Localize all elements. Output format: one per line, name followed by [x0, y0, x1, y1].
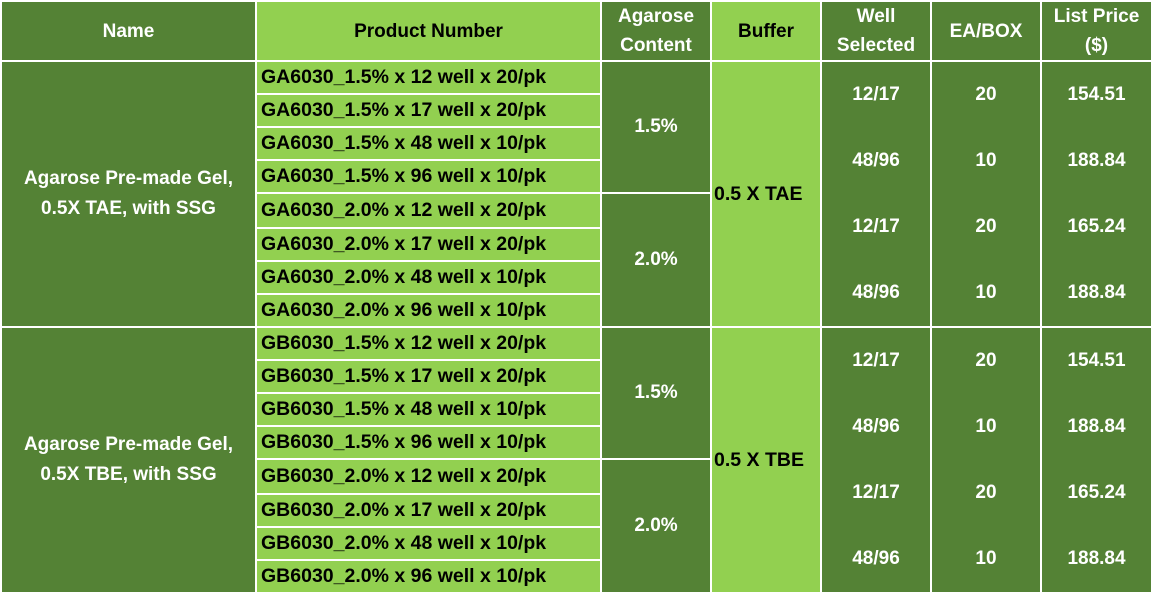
product-number-cell: GA6030_2.0% x 12 well x 20/pk — [255, 192, 602, 229]
product-number-cell: GB6030_1.5% x 96 well x 10/pk — [255, 425, 602, 460]
header-list-price: List Price ($) — [1040, 0, 1151, 62]
ea-box-cell: 20 10 20 10 — [930, 60, 1042, 328]
well-value: 12/17 — [852, 84, 900, 105]
table-row: GB6030_2.0% x 96 well x 10/pk — [1, 559, 1151, 594]
product-number-cell: GB6030_1.5% x 12 well x 20/pk — [255, 326, 602, 361]
table-row: Agarose Pre-made Gel, 0.5X TBE, with SSG… — [0, 326, 1151, 594]
price-value: 165.24 — [1067, 482, 1126, 503]
table-row: GA6030_1.5% x 17 well x 20/pk — [1, 93, 1151, 128]
product-number-cell: GB6030_1.5% x 17 well x 20/pk — [255, 359, 602, 394]
table-row: GA6030_2.0% x 96 well x 10/pk — [1, 293, 1151, 328]
header-well-line2: Selected — [836, 35, 916, 56]
header-price-line1: List Price — [1053, 6, 1140, 27]
ea-box-value: 20 — [975, 482, 997, 503]
product-name-line1: Agarose Pre-made Gel, — [23, 168, 234, 189]
well-value: 48/96 — [852, 282, 900, 303]
well-value: 12/17 — [852, 482, 900, 503]
well-value: 12/17 — [852, 216, 900, 237]
header-ea-box: EA/BOX — [930, 0, 1042, 62]
product-number-cell: GA6030_1.5% x 48 well x 10/pk — [255, 126, 602, 161]
well-value: 48/96 — [852, 150, 900, 171]
price-value: 188.84 — [1067, 548, 1126, 569]
table-row: GB6030_2.0% x 12 well x 20/pk 2.0% — [1, 458, 1151, 594]
product-number-cell: GA6030_2.0% x 96 well x 10/pk — [255, 293, 602, 328]
well-value: 48/96 — [852, 548, 900, 569]
table-row: Agarose Pre-made Gel, 0.5X TAE, with SSG… — [0, 60, 1151, 328]
ea-box-value: 10 — [975, 282, 997, 303]
table-row: GA6030_1.5% x 96 well x 10/pk — [1, 159, 1151, 194]
well-selected-cell: 12/17 48/96 12/17 48/96 — [820, 326, 932, 594]
well-selected-cell: 12/17 48/96 12/17 48/96 — [820, 60, 932, 328]
agarose-content-cell: 1.5% — [600, 326, 712, 460]
product-name-cell: Agarose Pre-made Gel, 0.5X TAE, with SSG — [0, 60, 257, 328]
agarose-content-cell: 2.0% — [600, 458, 712, 594]
table-row: GB6030_2.0% x 48 well x 10/pk — [1, 526, 1151, 561]
buffer-cell: 0.5 X TBE — [710, 326, 822, 594]
price-value: 154.51 — [1067, 84, 1126, 105]
well-value: 12/17 — [852, 350, 900, 371]
product-number-cell: GB6030_2.0% x 96 well x 10/pk — [255, 559, 602, 594]
product-number-cell: GA6030_1.5% x 96 well x 10/pk — [255, 159, 602, 194]
table-row: GA6030_2.0% x 12 well x 20/pk 2.0% — [1, 192, 1151, 328]
table-row: GA6030_2.0% x 17 well x 20/pk — [1, 227, 1151, 262]
product-number-cell: GB6030_2.0% x 48 well x 10/pk — [255, 526, 602, 561]
header-row: Name Product Number Agarose Content Buff… — [0, 0, 1151, 62]
product-number-cell: GB6030_1.5% x 48 well x 10/pk — [255, 392, 602, 427]
table-row: GB6030_1.5% x 48 well x 10/pk — [1, 392, 1151, 427]
price-value: 188.84 — [1067, 282, 1126, 303]
ea-box-value: 10 — [975, 548, 997, 569]
table-row: GB6030_1.5% x 17 well x 20/pk — [1, 359, 1151, 394]
ea-box-cell: 20 10 20 10 — [930, 326, 1042, 594]
product-name-line2: 0.5X TBE, with SSG — [40, 464, 217, 485]
price-value: 154.51 — [1067, 350, 1126, 371]
header-buffer: Buffer — [710, 0, 822, 62]
well-value: 48/96 — [852, 416, 900, 437]
agarose-content-cell: 1.5% — [600, 60, 712, 194]
header-agarose-line1: Agarose — [617, 6, 695, 27]
table-row: GB6030_2.0% x 17 well x 20/pk — [1, 493, 1151, 528]
table-row: GA6030_1.5% x 48 well x 10/pk — [1, 126, 1151, 161]
list-price-cell: 154.51 188.84 165.24 188.84 — [1040, 326, 1151, 594]
header-well-selected: Well Selected — [820, 0, 932, 62]
product-number-cell: GB6030_2.0% x 17 well x 20/pk — [255, 493, 602, 528]
buffer-cell: 0.5 X TAE — [710, 60, 822, 328]
header-name: Name — [0, 0, 257, 62]
price-value: 165.24 — [1067, 216, 1126, 237]
ea-box-value: 20 — [975, 216, 997, 237]
product-name-line2: 0.5X TAE, with SSG — [41, 198, 216, 219]
product-name-cell: Agarose Pre-made Gel, 0.5X TBE, with SSG — [0, 326, 257, 594]
product-number-cell: GB6030_2.0% x 12 well x 20/pk — [255, 458, 602, 495]
agarose-content-cell: 2.0% — [600, 192, 712, 328]
product-name-line1: Agarose Pre-made Gel, — [23, 434, 234, 455]
header-product-number: Product Number — [255, 0, 602, 62]
list-price-cell: 154.51 188.84 165.24 188.84 — [1040, 60, 1151, 328]
product-number-cell: GA6030_1.5% x 12 well x 20/pk — [255, 60, 602, 95]
header-well-line1: Well — [856, 6, 896, 27]
price-value: 188.84 — [1067, 416, 1126, 437]
table-row: GA6030_2.0% x 48 well x 10/pk — [1, 260, 1151, 295]
header-agarose-line2: Content — [620, 35, 692, 56]
table-row: GB6030_1.5% x 96 well x 10/pk — [1, 425, 1151, 460]
product-number-cell: GA6030_2.0% x 48 well x 10/pk — [255, 260, 602, 295]
ea-box-value: 20 — [975, 84, 997, 105]
product-number-cell: GA6030_2.0% x 17 well x 20/pk — [255, 227, 602, 262]
product-number-cell: GA6030_1.5% x 17 well x 20/pk — [255, 93, 602, 128]
price-value: 188.84 — [1067, 150, 1126, 171]
header-price-line2: ($) — [1084, 35, 1109, 56]
ea-box-value: 20 — [975, 350, 997, 371]
header-agarose-content: Agarose Content — [600, 0, 712, 62]
ea-box-value: 10 — [975, 150, 997, 171]
ea-box-value: 10 — [975, 416, 997, 437]
